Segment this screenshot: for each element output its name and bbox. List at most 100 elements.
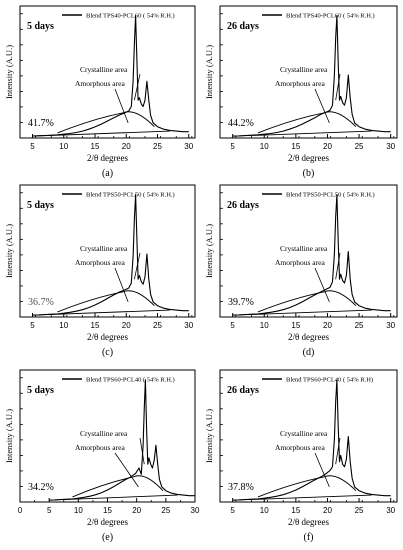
x-tick-label: 30 bbox=[386, 142, 395, 151]
x-tick-label: 25 bbox=[161, 506, 170, 515]
amorphous-boundary bbox=[257, 290, 357, 313]
xrd-curve bbox=[232, 194, 391, 316]
annotation-amorphous: Amorphous area bbox=[75, 443, 125, 452]
x-tick-label: 20 bbox=[122, 321, 131, 330]
amorphous-boundary bbox=[257, 475, 357, 498]
panel-caption: (b) bbox=[303, 168, 315, 179]
annotation-arrow bbox=[133, 252, 141, 280]
x-tick-label: 20 bbox=[323, 142, 332, 151]
x-tick-label: 5 bbox=[47, 506, 52, 515]
baseline-line bbox=[234, 309, 372, 316]
plot-frame bbox=[219, 5, 398, 139]
annotation-crystalline: Crystalline area bbox=[280, 65, 328, 74]
annotation-amorphous: Amorphous area bbox=[75, 258, 125, 267]
x-tick-label: 20 bbox=[122, 142, 131, 151]
x-tick-label: 10 bbox=[59, 321, 68, 330]
annotation-arrow bbox=[335, 437, 341, 465]
annotation-crystalline: Crystalline area bbox=[280, 429, 328, 438]
x-tick-label: 15 bbox=[91, 142, 100, 151]
days-label: 5 days bbox=[27, 385, 54, 396]
amorphous-boundary bbox=[57, 111, 155, 134]
crystallinity-value: 39.7% bbox=[228, 297, 254, 308]
chart-panel-6: 5 10 15 20 25 30 2/θ degrees Intensity (A.U.) Bl… bbox=[204, 369, 398, 543]
x-axis-label: 2/θ degrees bbox=[288, 153, 330, 163]
x-tick-label: 25 bbox=[355, 506, 364, 515]
annotation-arrow bbox=[114, 452, 139, 488]
annotation-arrow bbox=[335, 252, 341, 280]
x-tick-label: 20 bbox=[132, 506, 141, 515]
x-tick-label: 20 bbox=[323, 506, 332, 515]
plot-frame bbox=[219, 369, 398, 503]
x-axis-label: 2/θ degrees bbox=[87, 153, 129, 163]
baseline-line bbox=[34, 309, 171, 316]
xrd-curve bbox=[232, 379, 391, 501]
xrd-curve bbox=[232, 15, 391, 137]
x-tick-label: 25 bbox=[153, 142, 162, 151]
x-tick-label: 25 bbox=[153, 321, 162, 330]
annotation-arrow bbox=[314, 452, 330, 488]
x-tick-label: 15 bbox=[291, 321, 300, 330]
annotation-crystalline: Crystalline area bbox=[80, 65, 128, 74]
x-tick-label: 10 bbox=[260, 321, 269, 330]
annotation-amorphous: Amorphous area bbox=[275, 79, 325, 88]
y-axis-label: Intensity (A.U.) bbox=[4, 45, 14, 99]
days-label: 26 days bbox=[227, 200, 259, 211]
y-axis-label: Intensity (A.U.) bbox=[4, 409, 14, 463]
legend-label: Blend TPS40-PCL60 ( 54% R.H.) bbox=[86, 13, 175, 20]
legend-label: Blend TPS60-PCL40 ( 54% R.H) bbox=[286, 377, 373, 384]
x-tick-label: 15 bbox=[291, 506, 300, 515]
crystallinity-value: 36.7% bbox=[28, 297, 54, 308]
x-tick-label: 5 bbox=[230, 321, 235, 330]
annotation-arrow bbox=[114, 267, 129, 303]
baseline-line bbox=[34, 130, 171, 137]
amorphous-boundary bbox=[72, 475, 164, 498]
x-tick-label: 30 bbox=[386, 506, 395, 515]
y-axis-label: Intensity (A.U.) bbox=[4, 224, 14, 278]
chart-panel-4: 5 10 15 20 25 30 2/θ degrees Intensity (A.U.) Bl… bbox=[204, 184, 398, 358]
xrd-curve bbox=[32, 194, 189, 316]
x-tick-label: 15 bbox=[291, 142, 300, 151]
x-tick-label: 30 bbox=[191, 506, 200, 515]
plot-frame bbox=[19, 5, 196, 139]
days-label: 26 days bbox=[227, 385, 259, 396]
x-tick-label: 30 bbox=[386, 321, 395, 330]
annotation-arrow bbox=[314, 267, 330, 303]
x-tick-label: 15 bbox=[103, 506, 112, 515]
annotation-arrow bbox=[114, 88, 129, 124]
legend-label: Blend TPS60-PCL40 ( 54% R.H.) bbox=[86, 377, 175, 384]
legend-label: Blend TPS50-PCL50 ( 54% R.H.) bbox=[286, 192, 375, 199]
days-label: 26 days bbox=[227, 21, 259, 32]
y-axis-label: Intensity (A.U.) bbox=[204, 409, 214, 463]
chart-panel-1: 5 10 15 20 25 30 2/θ degrees Intensity (A.U.) Bl… bbox=[4, 5, 196, 179]
crystallinity-value: 44.2% bbox=[228, 118, 254, 129]
panel-caption: (d) bbox=[303, 347, 315, 358]
panel-caption: (c) bbox=[102, 347, 113, 358]
x-tick-label: 5 bbox=[30, 142, 35, 151]
annotation-amorphous: Amorphous area bbox=[275, 258, 325, 267]
annotation-crystalline: Crystalline area bbox=[280, 244, 328, 253]
annotation-arrow bbox=[139, 437, 145, 465]
annotation-arrow bbox=[314, 88, 330, 124]
amorphous-boundary bbox=[57, 290, 155, 313]
x-tick-label: 10 bbox=[260, 142, 269, 151]
plot-frame bbox=[19, 184, 196, 318]
x-axis-label: 2/θ degrees bbox=[87, 517, 129, 527]
y-axis-label: Intensity (A.U.) bbox=[204, 224, 214, 278]
xrd-curve bbox=[49, 379, 195, 501]
days-label: 5 days bbox=[27, 21, 54, 32]
baseline-line bbox=[234, 494, 372, 501]
x-tick-label: 30 bbox=[184, 321, 193, 330]
x-axis-label: 2/θ degrees bbox=[288, 517, 330, 527]
annotation-arrow bbox=[133, 73, 141, 101]
x-tick-label: 25 bbox=[355, 321, 364, 330]
baseline-line bbox=[50, 494, 178, 501]
x-tick-label: 5 bbox=[230, 506, 235, 515]
x-axis-label: 2/θ degrees bbox=[288, 332, 330, 342]
x-tick-label: 20 bbox=[323, 321, 332, 330]
annotation-crystalline: Crystalline area bbox=[80, 244, 128, 253]
annotation-amorphous: Amorphous area bbox=[75, 79, 125, 88]
x-tick-label: 15 bbox=[91, 321, 100, 330]
panel-caption: (f) bbox=[304, 532, 314, 543]
chart-panel-2: 5 10 15 20 25 30 2/θ degrees Intensity (A.U.) Bl… bbox=[204, 5, 398, 179]
